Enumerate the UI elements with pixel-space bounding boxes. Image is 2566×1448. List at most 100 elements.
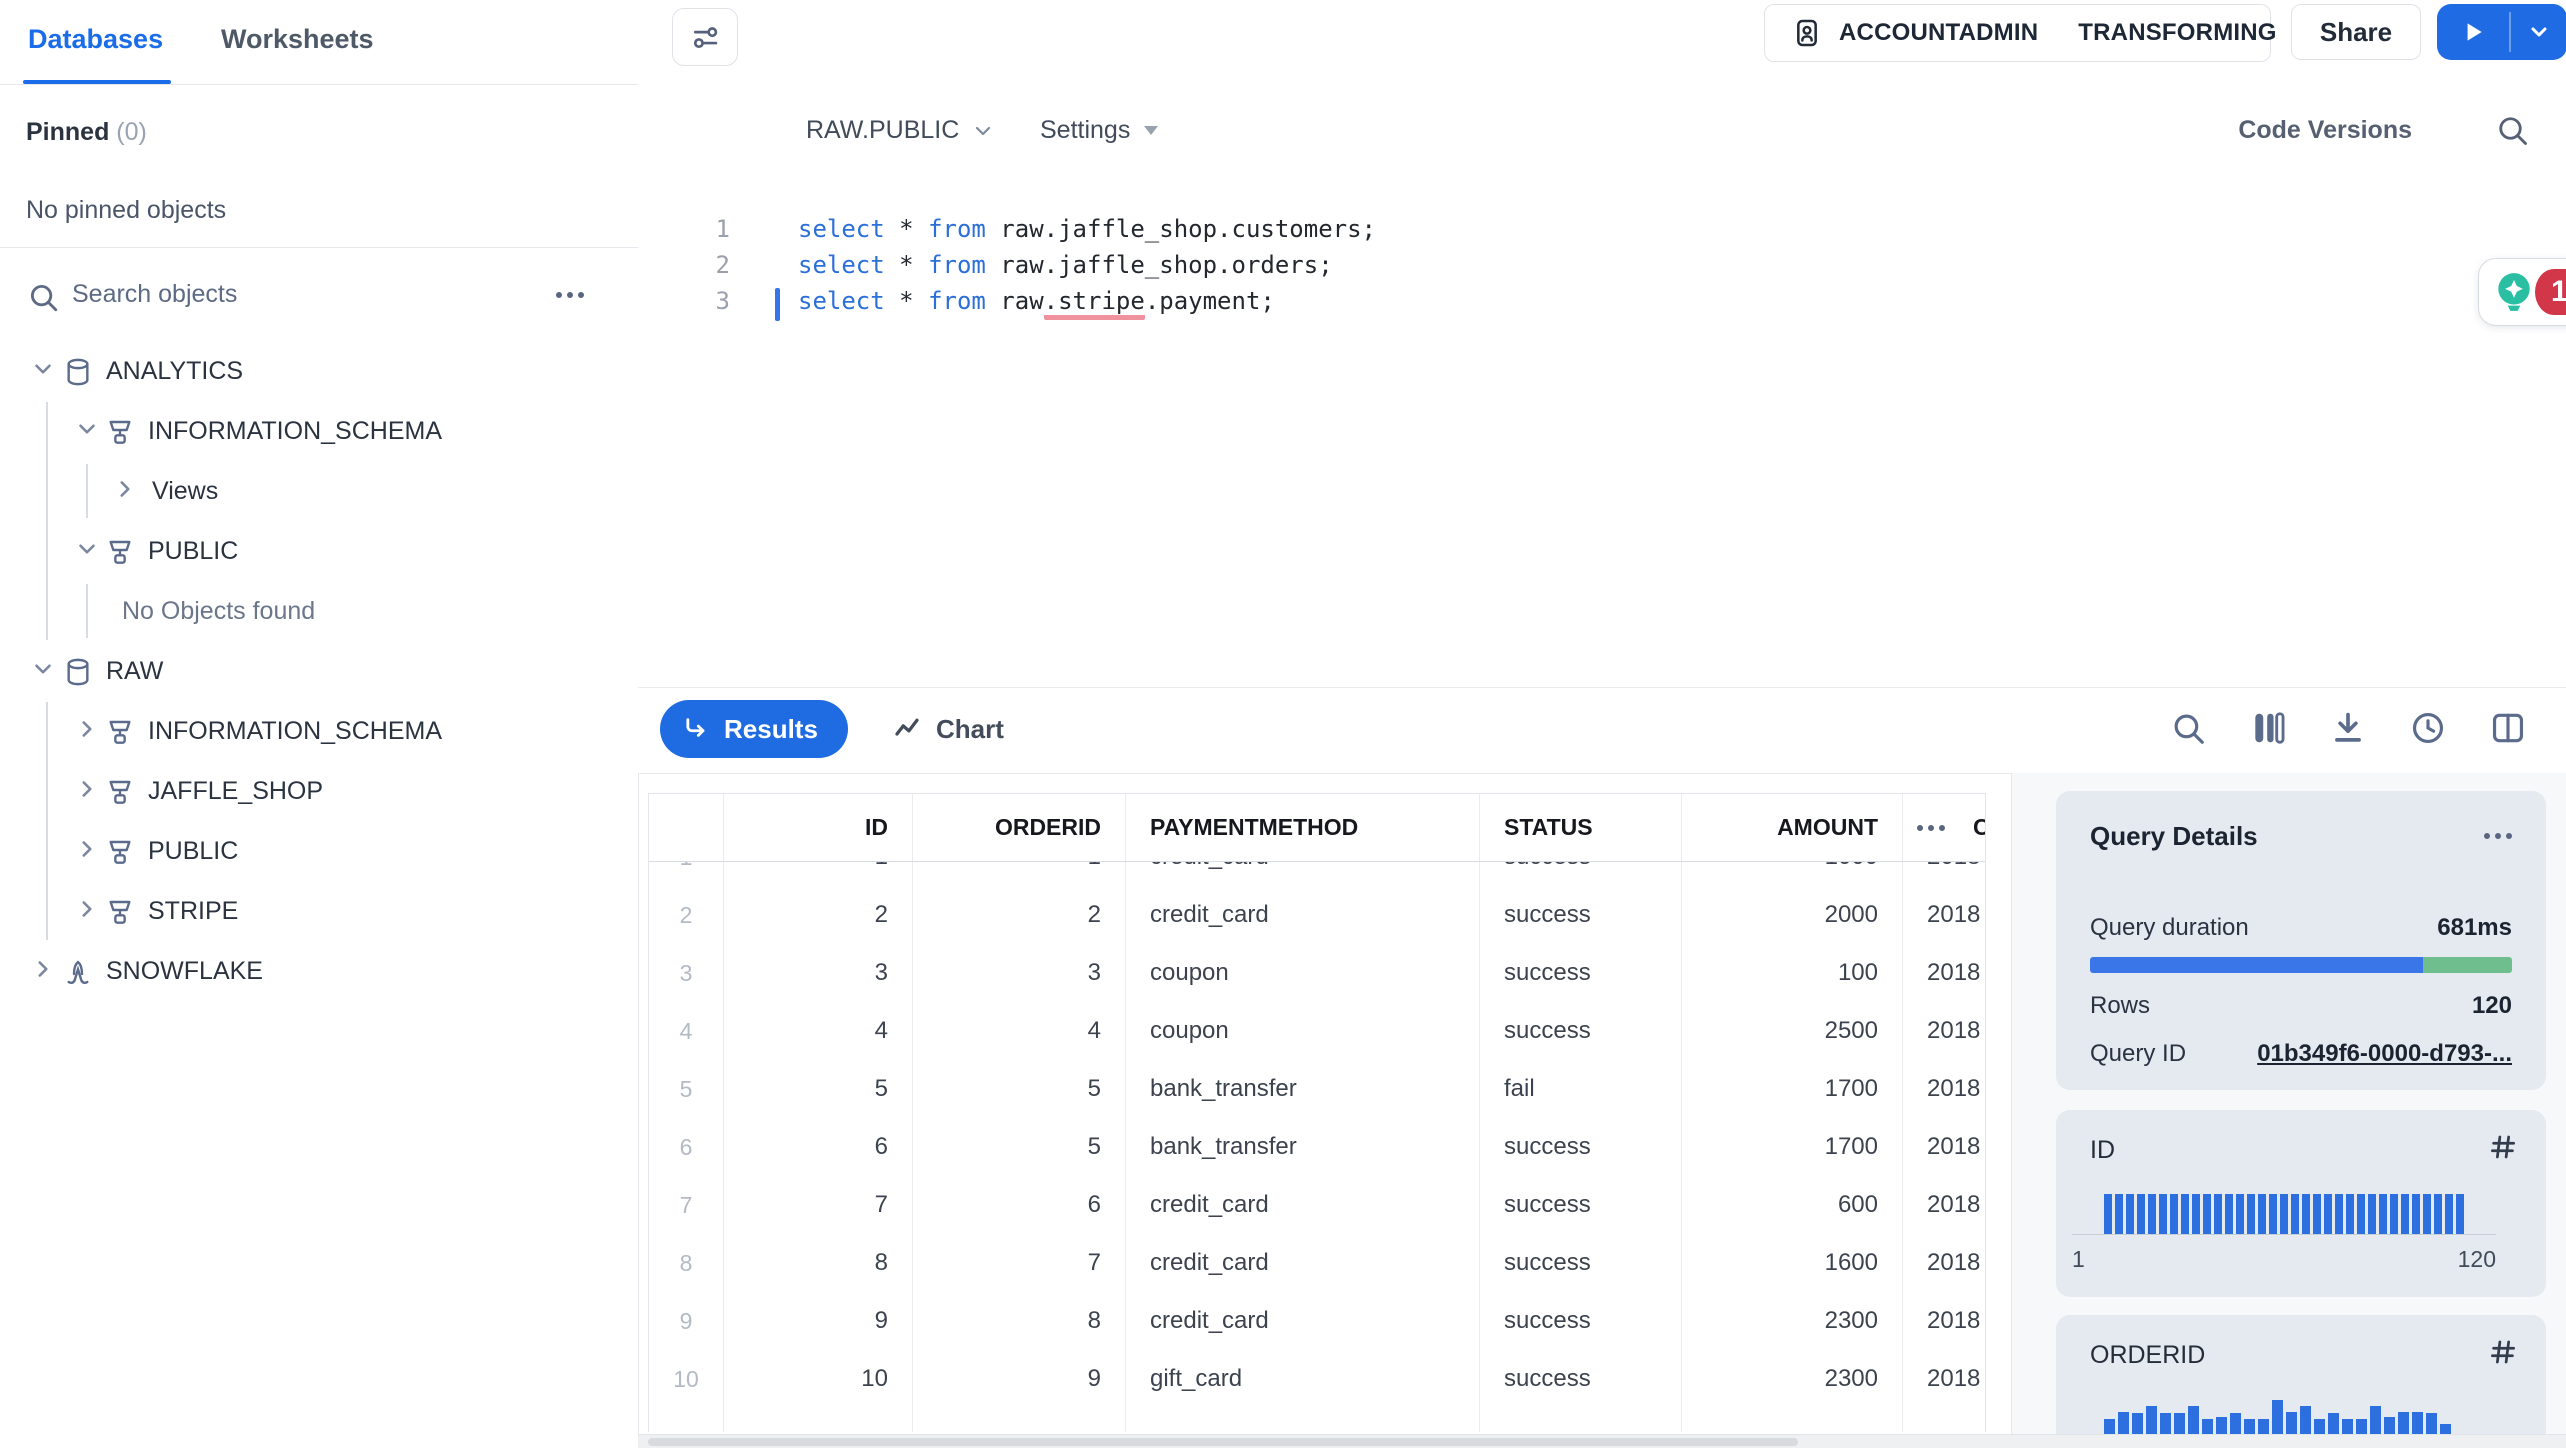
object-search[interactable]: Search objects [0,268,638,324]
table-row[interactable]: 4 4 4 coupon success 2500 2018 [649,1002,1985,1061]
cell-id: 2 [724,886,913,944]
histogram-bar [2379,1194,2387,1234]
tree-item-raw[interactable]: RAW [0,642,638,702]
histogram-bar [2236,1194,2244,1234]
tree-item-views[interactable]: Views [0,462,638,522]
rows-value: 120 [2471,992,2512,1019]
tree-item-analytics[interactable]: ANALYTICS [0,342,638,402]
tree-item-stripe[interactable]: STRIPE [0,882,638,942]
search-icon [2499,117,2527,145]
tree-guide-line [86,464,88,518]
code-line-2[interactable]: 2 select * from raw.jaffle_shop.orders; [638,247,2538,283]
chevron-right-icon[interactable] [74,716,106,748]
chevron-right-icon[interactable] [30,956,62,988]
query-details-options-dots-icon[interactable] [2484,833,2512,839]
assistant-suggestion-pill[interactable]: 1 [2478,258,2566,326]
code-line-1[interactable]: 1 select * from raw.jaffle_shop.customers… [638,211,2538,247]
chevron-right-icon[interactable] [74,896,106,928]
tree-item-public[interactable]: PUBLIC [0,522,638,582]
table-row[interactable]: 5 5 5 bank_transfer fail 1700 2018 [649,1060,1985,1119]
column-header-orderid[interactable]: ORDERID [913,794,1126,861]
session-context-selector[interactable]: ACCOUNTADMIN TRANSFORMING [1764,4,2276,62]
tab-worksheets[interactable]: Worksheets [221,24,374,54]
split-panel-icon[interactable] [2486,706,2530,750]
run-play-icon[interactable] [2437,4,2509,60]
search-placeholder: Search objects [72,280,238,308]
tab-results[interactable]: Results [660,700,848,758]
cell-id: 8 [724,1234,913,1292]
worksheet-context-dropdown[interactable]: RAW.PUBLIC [806,116,995,145]
cell-amount: 2300 [1682,1350,1903,1408]
run-options-chevron-down-icon[interactable] [2511,4,2566,60]
chevron-right-icon[interactable] [74,836,106,868]
sql-keyword: select [798,287,885,315]
sql-text: raw.jaffle_shop.orders; [985,251,1333,279]
run-button[interactable] [2437,4,2566,60]
sql-keyword: from [928,287,986,315]
tree-item-information-schema[interactable]: INFORMATION_SCHEMA [0,402,638,462]
horizontal-scrollbar-thumb[interactable] [648,1438,1798,1446]
chevron-down-icon[interactable] [74,536,106,568]
code-versions-button[interactable]: Code Versions [2238,116,2412,144]
table-row[interactable]: 2 2 2 credit_card success 2000 2018 [649,886,1985,945]
numeric-column-hash-icon[interactable] [2488,1337,2518,1367]
column-header-amount[interactable]: AMOUNT [1682,794,1903,861]
tree-item-information-schema[interactable]: INFORMATION_SCHEMA [0,702,638,762]
cell-paymentmethod: bank_transfer [1126,1060,1480,1118]
column-options-dots-icon[interactable] [1917,824,1945,831]
line-number: 3 [715,287,730,315]
active-tab-underline [23,80,171,84]
tab-chart[interactable]: Chart [892,700,1004,758]
search-options-dots-icon[interactable] [556,292,584,298]
histogram-bar [2269,1194,2277,1234]
query-id-link[interactable]: 01b349f6-0000-d793-... [2257,1040,2512,1067]
tree-item-public[interactable]: PUBLIC [0,822,638,882]
horizontal-scrollbar[interactable] [638,1434,2566,1448]
error-count-badge[interactable]: 1 [2531,269,2566,315]
table-row[interactable] [649,1408,1985,1432]
column-header-paymentmethod[interactable]: PAYMENTMETHOD [1126,794,1480,861]
settings-dropdown[interactable]: Settings [1040,116,1159,145]
column-header-id[interactable]: ID [724,794,913,861]
column-header-rownum[interactable] [649,794,724,861]
chevron-down-icon[interactable] [30,656,62,688]
tree-item-jaffle-shop[interactable]: JAFFLE_SHOP [0,762,638,822]
editor-search-button[interactable] [2494,112,2530,148]
table-row[interactable]: 3 3 3 coupon success 100 2018 [649,944,1985,1003]
cell-paymentmethod: credit_card [1126,1176,1480,1234]
history-clock-icon[interactable] [2406,706,2450,750]
search-results-icon[interactable] [2166,706,2210,750]
code-line-3[interactable]: 3 select * from raw.stripe.payment; [638,283,2538,320]
column-header-status[interactable]: STATUS [1480,794,1682,861]
numeric-column-hash-icon[interactable] [2488,1132,2518,1162]
cell-paymentmethod: gift_card [1126,1350,1480,1408]
chevron-right-icon[interactable] [112,476,144,508]
cell-rownum: 4 [649,1002,724,1060]
share-button[interactable]: Share [2291,4,2421,60]
chevron-right-icon[interactable] [74,776,106,808]
download-icon[interactable] [2326,706,2370,750]
table-row[interactable]: 9 9 8 credit_card success 2300 2018 [649,1292,1985,1351]
chevron-down-icon[interactable] [74,416,106,448]
sql-error-token: .stripe [1043,287,1145,320]
histogram-bar [2423,1194,2431,1234]
column-header-created[interactable]: CREATED [1903,794,1985,861]
histogram-bar [2368,1194,2376,1234]
query-details-card: Query Details Query duration 681ms Rows … [2056,791,2546,1090]
tree-item-snowflake[interactable]: SNOWFLAKE [0,942,638,1002]
table-row[interactable]: 10 10 9 gift_card success 2300 2018 [649,1350,1985,1409]
tab-databases[interactable]: Databases [28,24,164,54]
chevron-down-icon[interactable] [30,356,62,388]
table-row[interactable]: 111credit_cardsuccess10002018 [649,862,1985,887]
worksheet-config-button[interactable] [672,8,738,66]
sql-editor[interactable]: 1 select * from raw.jaffle_shop.customers… [638,180,2566,687]
table-row[interactable]: 6 6 5 bank_transfer success 1700 2018 [649,1118,1985,1177]
table-row[interactable]: 7 7 6 credit_card success 600 2018 [649,1176,1985,1235]
query-details-title: Query Details [2090,821,2258,851]
table-row[interactable]: 8 8 7 credit_card success 1600 2018 [649,1234,1985,1293]
cell-rownum: 10 [649,1350,724,1408]
results-table-body: 111credit_cardsuccess10002018222credit_c… [649,862,1985,1432]
columns-icon[interactable] [2246,706,2290,750]
